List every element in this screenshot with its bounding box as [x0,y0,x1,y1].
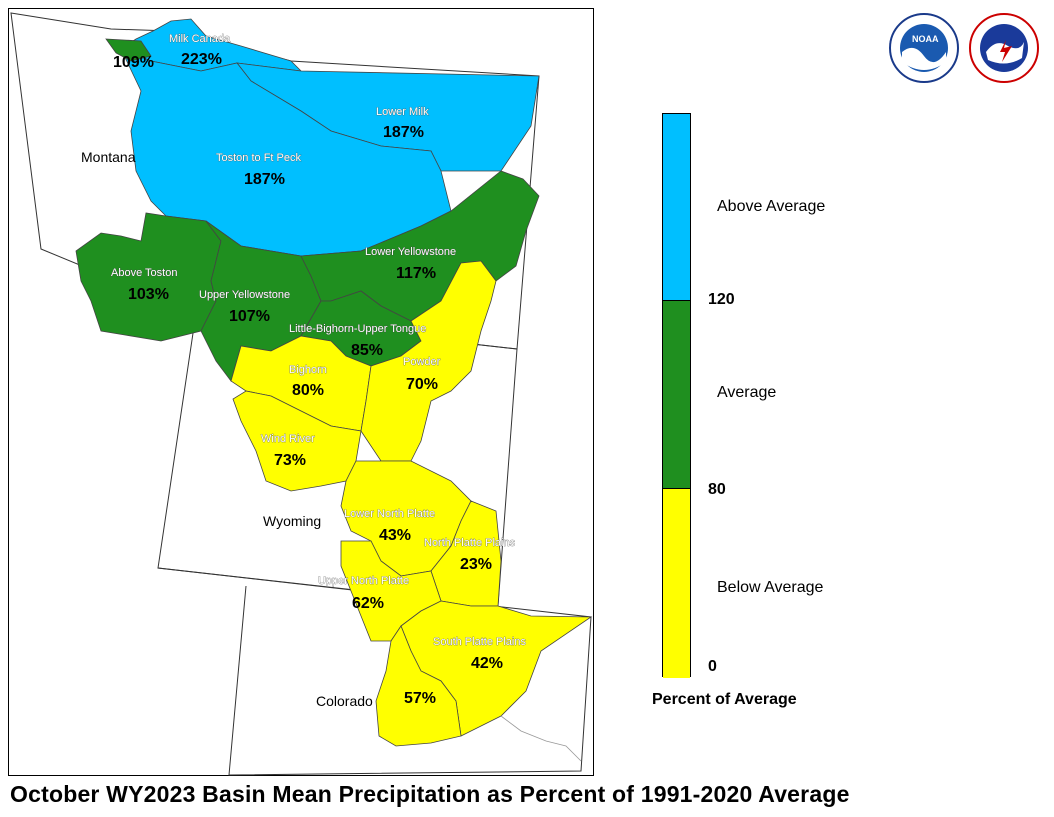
basin-pct-upper-yellowstone: 107% [229,308,270,325]
noaa-logo-text: NOAA [912,34,939,44]
basin-pct-south-platte-plains: 42% [471,655,503,672]
basin-name-powder: Powder [403,356,441,368]
basin-pct-lower-north-platte: 43% [379,527,411,544]
state-label-montana: Montana [81,149,136,165]
legend-tick-120: 120 [708,291,735,308]
map-panel: Montana Wyoming Colorado Milk Canada 223… [8,8,594,776]
basin-name-lower-milk: Lower Milk [376,106,429,118]
legend-bar [662,113,691,678]
basin-pct-bighorn: 80% [292,382,324,399]
basin-wind-river [232,390,362,492]
basin-name-wind-river: Wind River [261,433,315,445]
basin-name-above-toston: Above Toston [111,267,177,279]
basin-name-upper-yellowstone: Upper Yellowstone [199,289,290,301]
basin-name-bighorn: Bighorn [289,364,327,376]
logos: NOAA [888,12,1048,84]
legend-swatch-below [663,489,690,678]
legend-label-below: Below Average [717,579,824,596]
basin-57 [375,625,462,747]
legend-title: Percent of Average [652,691,797,708]
legend-swatch-average [663,301,690,489]
legend-label-above: Above Average [717,198,826,215]
logo-svg: NOAA [889,13,1039,83]
state-label-colorado: Colorado [316,693,373,709]
basin-pct-109: 109% [113,54,154,71]
basin-name-milk-canada: Milk Canada [169,33,231,45]
basin-pct-lower-milk: 187% [383,124,424,141]
basin-name-lower-north-platte: Lower North Platte [344,508,435,520]
nws-logo [969,13,1039,83]
basin-pct-little-bighorn: 85% [351,342,383,359]
basin-map: Montana Wyoming Colorado Milk Canada 223… [10,12,593,776]
basin-pct-milk-canada: 223% [181,51,222,68]
state-line-colorado-se [500,715,582,762]
basin-name-south-platte-plains: South Platte Plains [433,636,526,648]
basins [75,18,593,747]
map-title: October WY2023 Basin Mean Precipitation … [10,781,850,807]
basin-pct-lower-yellowstone: 117% [396,265,436,282]
basin-name-lower-yellowstone: Lower Yellowstone [365,246,456,258]
basin-pct-toston-ft-peck: 187% [244,171,285,188]
basin-pct-powder: 70% [406,376,438,393]
legend-swatch-above [663,114,690,301]
basin-pct-57: 57% [404,690,436,707]
legend-tick-0: 0 [708,658,717,675]
basin-name-upper-north-platte: Upper North Platte [318,575,409,587]
basin-pct-above-toston: 103% [128,286,169,303]
noaa-logo: NOAA [889,13,959,83]
basin-name-little-bighorn: Little-Bighorn-Upper Tongue [289,323,426,335]
basin-pct-upper-north-platte: 62% [352,595,384,612]
basin-109 [105,38,152,62]
legend-tick-80: 80 [708,481,726,498]
basin-pct-wind-river: 73% [274,452,306,469]
state-label-wyoming: Wyoming [263,513,321,529]
legend: Above Average Average Below Average 120 … [600,100,1040,720]
legend-label-average: Average [717,384,777,401]
basin-name-toston-ft-peck: Toston to Ft Peck [216,152,301,164]
basin-name-north-platte-plains: North Platte Plains [424,537,516,549]
basin-pct-north-platte-plains: 23% [460,556,492,573]
